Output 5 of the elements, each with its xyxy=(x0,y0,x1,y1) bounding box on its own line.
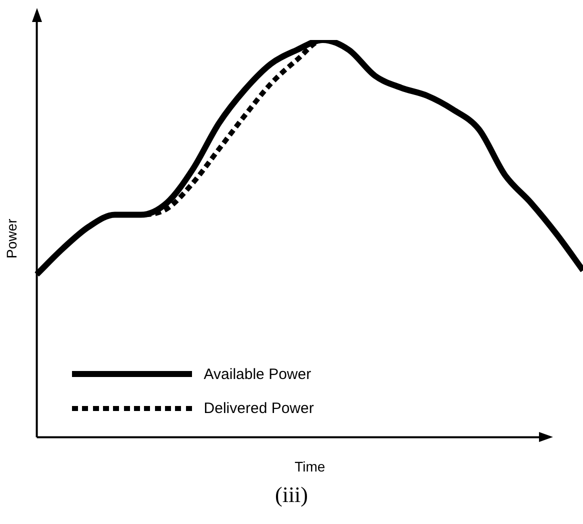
text: (iii) xyxy=(274,482,309,508)
x-axis-title: Time xyxy=(294,458,326,474)
y-axis-title: Power xyxy=(3,218,20,258)
legend-label: Available Power xyxy=(204,366,312,383)
legend-label: Delivered Power xyxy=(204,400,314,417)
